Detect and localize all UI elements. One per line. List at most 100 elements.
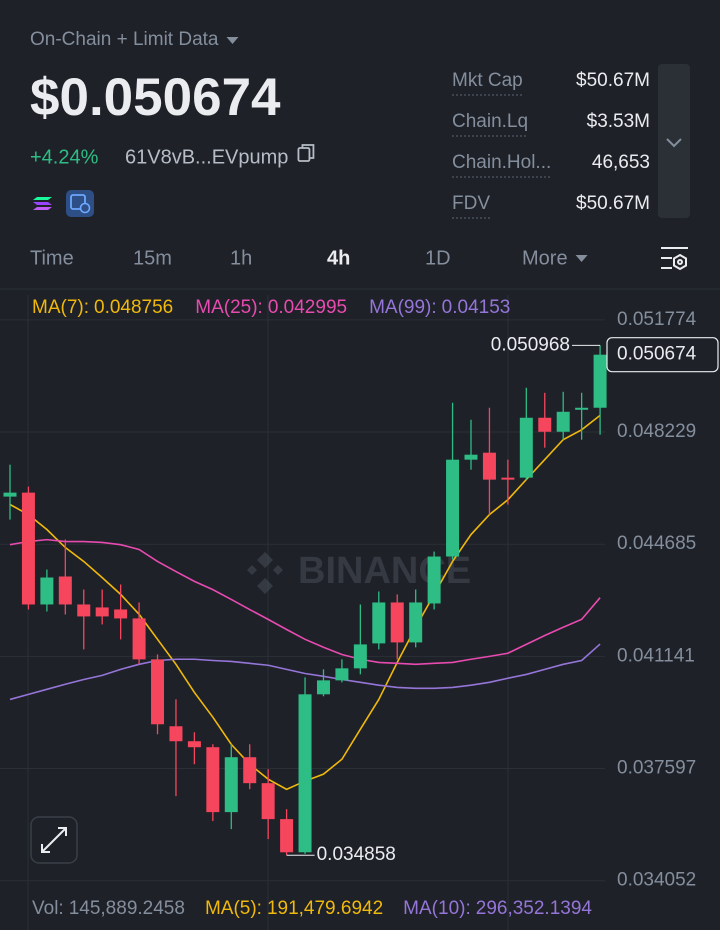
candle-body [77, 604, 91, 617]
chart: 0.051774 0.048229 0.044685 0.041141 0.037597… [0, 295, 697, 930]
candle-body [3, 492, 17, 497]
stat-label: Chain.Hol... [452, 152, 551, 173]
ma-legend-value: 0.048756 [94, 297, 173, 318]
y-tick-label: 0.044685 [617, 533, 696, 554]
candle-body [372, 602, 386, 644]
candle [482, 407, 496, 515]
candle [427, 551, 441, 610]
watermark-text: BINANCE [298, 550, 471, 592]
candle [114, 584, 128, 640]
candle [372, 591, 386, 650]
candle [316, 669, 330, 697]
ma-line [9, 538, 601, 666]
candle [298, 677, 312, 854]
candle [206, 744, 220, 822]
watermark-logo [247, 552, 283, 594]
timeframe-tab[interactable]: More [522, 247, 568, 269]
pump-badge[interactable] [66, 190, 94, 217]
y-tick-label: 0.051774 [617, 309, 697, 330]
candle-body [169, 726, 183, 742]
candle-body [593, 354, 607, 408]
timeframe-tab[interactable]: 4h [327, 247, 350, 269]
candle [21, 486, 35, 610]
ma-legend-name: MA(25): [195, 297, 263, 318]
timeframe-tab[interactable]: 15m [133, 247, 172, 269]
dropdown-caret [575, 255, 588, 262]
candle-body [427, 556, 441, 604]
candle [169, 699, 183, 797]
candle-body [132, 618, 146, 660]
solana-icon [33, 197, 52, 210]
timeframe-tab[interactable]: 1D [425, 247, 451, 269]
candle [464, 419, 478, 470]
candle [151, 654, 165, 735]
candle-body [464, 454, 478, 460]
price: $0.050674 [30, 68, 281, 127]
chart-settings-icon[interactable] [661, 247, 688, 271]
chevron-down [666, 138, 682, 148]
candle [335, 659, 349, 683]
watermark: BINANCE [247, 550, 471, 594]
candle-body [482, 452, 496, 480]
candle-body [206, 747, 220, 813]
timeframe-tab[interactable]: Time [30, 247, 74, 269]
candle [243, 744, 257, 790]
copy-icon[interactable] [297, 144, 315, 162]
candle [538, 392, 552, 448]
stat-label: FDV [452, 193, 490, 214]
stat-value: $50.67M [576, 193, 650, 214]
ma-line [9, 643, 601, 701]
candle [446, 402, 460, 560]
volume-legend-label: MA(10): [403, 898, 471, 919]
y-tick-label: 0.034052 [617, 870, 696, 891]
candle [575, 392, 589, 440]
candle [3, 464, 17, 520]
volume-legend-value: 296,352.1394 [476, 898, 593, 919]
candle-body [298, 694, 312, 853]
volume-legend-label: MA(5): [205, 898, 262, 919]
candle [390, 594, 404, 660]
candle-body [58, 576, 72, 605]
ma-legend-value: 0.04153 [442, 297, 511, 318]
candle [501, 459, 515, 505]
candle [187, 732, 201, 765]
y-tick-label: 0.041141 [617, 645, 695, 666]
candle-body [243, 757, 257, 784]
timeframe-tab[interactable]: 1h [230, 247, 252, 269]
y-tick-label: 0.048229 [617, 421, 696, 442]
stat-value: 46,653 [592, 152, 650, 173]
candle [224, 744, 238, 830]
candle-body [335, 668, 349, 681]
candle-body [21, 492, 35, 605]
volume-legend-value: 191,479.6942 [267, 898, 383, 919]
price-change: +4.24% [30, 146, 99, 168]
candle-body [538, 417, 552, 432]
stats-expand[interactable] [658, 64, 690, 218]
source-label[interactable]: On-Chain + Limit Data [30, 29, 219, 50]
candle [556, 391, 570, 440]
volume-legend-value: 145,889.2458 [69, 898, 185, 919]
candle [77, 589, 91, 650]
candle [40, 569, 54, 612]
last-price-tag-label: 0.050674 [617, 344, 697, 365]
candle-body [519, 417, 533, 478]
candle-body [501, 477, 515, 480]
contract-address[interactable]: 61V8vB...EVpump [125, 146, 288, 168]
candle [409, 589, 423, 648]
candle-body [151, 659, 165, 725]
candle-body [40, 577, 54, 605]
candle [353, 604, 367, 675]
candle [593, 345, 607, 435]
volume-legend-label: Vol: [32, 898, 64, 919]
candle-body [114, 609, 128, 619]
y-tick-label: 0.037597 [617, 758, 696, 779]
candle [261, 769, 275, 840]
ma-legend-name: MA(7): [32, 297, 89, 318]
fullscreen-button[interactable] [30, 816, 78, 864]
candle-body [224, 757, 238, 813]
candle-body [280, 819, 294, 853]
candle-body [187, 741, 201, 748]
candle-body [575, 407, 589, 410]
